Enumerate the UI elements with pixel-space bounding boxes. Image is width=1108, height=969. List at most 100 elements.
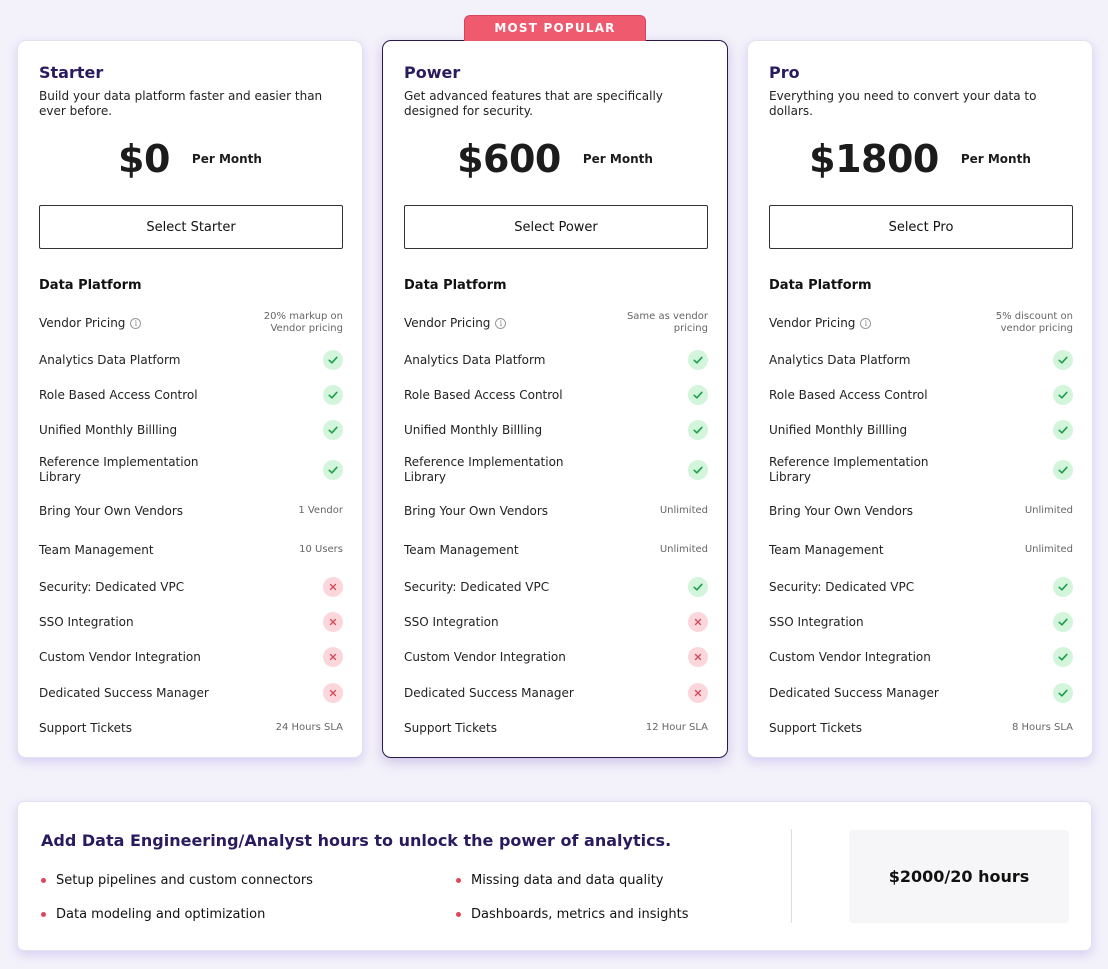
feature-value: 24 Hours SLA [275, 722, 343, 733]
feature-label: Analytics Data Platform [769, 352, 911, 367]
feature-label: Custom Vendor Integration [404, 649, 566, 664]
feature-label: Dedicated Success Manager [769, 685, 939, 700]
feature-label: Vendor Pricing [39, 315, 126, 330]
feature-value: 5% discount on vendor pricing [995, 311, 1073, 334]
feature-label: Bring Your Own Vendors [39, 503, 184, 518]
feature-row: Support Tickets 8 Hours SLA [769, 717, 1073, 739]
check-icon [688, 420, 708, 440]
feature-label-wrap: SSO Integration [769, 615, 944, 630]
check-icon [1053, 683, 1073, 703]
feature-row: Analytics Data Platform [39, 349, 343, 371]
bullet-dot-icon [456, 878, 461, 883]
plan-description: Get advanced features that are specifica… [404, 89, 663, 118]
feature-label-wrap: Bring Your Own Vendors [404, 504, 579, 519]
feature-row: Team Management Unlimited [769, 539, 1073, 561]
section-title: Data Platform [39, 278, 142, 293]
select-plan-button[interactable]: Select Power [404, 205, 708, 249]
feature-row: Support Tickets 12 Hour SLA [404, 717, 708, 739]
feature-label-wrap: Security: Dedicated VPC [769, 580, 944, 595]
check-icon [1053, 647, 1073, 667]
feature-label-wrap: Role Based Access Control [769, 388, 944, 403]
addon-price: $2000/20 hours [849, 830, 1069, 923]
feature-row: Analytics Data Platform [769, 349, 1073, 371]
feature-label: Team Management [404, 542, 519, 557]
plan-price: $1800 [809, 137, 939, 181]
feature-label: Analytics Data Platform [39, 352, 181, 367]
info-icon[interactable]: i [130, 317, 142, 329]
feature-value: Unlimited [1024, 544, 1073, 555]
feature-label-wrap: Reference Implementation Library [769, 455, 944, 485]
feature-label: Role Based Access Control [39, 387, 198, 402]
feature-value: Unlimited [1024, 505, 1073, 516]
feature-row: Vendor Pricing i 5% discount on vendor pr… [769, 311, 1073, 334]
check-icon [323, 420, 343, 440]
feature-row: Unified Monthly Billling [39, 419, 343, 441]
feature-row: Reference Implementation Library [769, 455, 1073, 484]
addon-bullet-text: Setup pipelines and custom connectors [56, 873, 313, 888]
plan-description: Everything you need to convert your data… [769, 89, 1037, 118]
cross-icon [323, 683, 343, 703]
addon-bullet: Missing data and data quality [456, 873, 664, 888]
info-icon[interactable]: i [495, 317, 507, 329]
feature-label: Dedicated Success Manager [39, 685, 209, 700]
feature-label-wrap: Dedicated Success Manager [404, 686, 579, 701]
check-icon [1053, 577, 1073, 597]
feature-row: Bring Your Own Vendors Unlimited [769, 500, 1073, 522]
bullet-dot-icon [41, 912, 46, 917]
feature-label: Dedicated Success Manager [404, 685, 574, 700]
feature-label-wrap: Reference Implementation Library [39, 455, 214, 485]
cross-icon [688, 647, 708, 667]
feature-label: Custom Vendor Integration [39, 649, 201, 664]
feature-label: Security: Dedicated VPC [404, 579, 550, 594]
feature-value: Unlimited [659, 505, 708, 516]
feature-label-wrap: Team Management [39, 543, 214, 558]
feature-label-wrap: Bring Your Own Vendors [39, 504, 214, 519]
price-row: $0 Per Month [18, 137, 362, 181]
check-icon [323, 460, 343, 480]
cross-icon [323, 577, 343, 597]
feature-label-wrap: Custom Vendor Integration [404, 650, 579, 665]
feature-row: Dedicated Success Manager [39, 682, 343, 704]
feature-label: Analytics Data Platform [404, 352, 546, 367]
feature-label-wrap: Team Management [769, 543, 944, 558]
feature-label: Team Management [769, 542, 884, 557]
select-plan-button[interactable]: Select Pro [769, 205, 1073, 249]
feature-row: Security: Dedicated VPC [39, 576, 343, 598]
feature-row: Role Based Access Control [39, 384, 343, 406]
feature-label: Security: Dedicated VPC [39, 579, 185, 594]
feature-label-wrap: Custom Vendor Integration [769, 650, 944, 665]
feature-label: Vendor Pricing [769, 315, 856, 330]
check-icon [1053, 420, 1073, 440]
feature-row: Role Based Access Control [404, 384, 708, 406]
addon-bullet-text: Data modeling and optimization [56, 907, 266, 922]
feature-label: Bring Your Own Vendors [404, 503, 549, 518]
feature-label-wrap: Dedicated Success Manager [769, 686, 944, 701]
cross-icon [688, 612, 708, 632]
feature-row: Custom Vendor Integration [39, 646, 343, 668]
addon-divider [791, 829, 792, 923]
info-icon[interactable]: i [860, 317, 872, 329]
feature-label: Role Based Access Control [769, 387, 928, 402]
price-row: $600 Per Month [383, 137, 727, 181]
feature-row: Role Based Access Control [769, 384, 1073, 406]
plan-price: $0 [118, 137, 170, 181]
plan-name: Pro [769, 63, 800, 82]
pricing-card-starter: Starter Build your data platform faster a… [17, 40, 363, 758]
addon-bullet-text: Dashboards, metrics and insights [471, 907, 689, 922]
feature-label: Support Tickets [39, 720, 133, 735]
feature-label: Unified Monthly Billling [39, 422, 178, 437]
section-title: Data Platform [769, 278, 872, 293]
feature-row: Team Management 10 Users [39, 539, 343, 561]
feature-label: Support Tickets [769, 720, 863, 735]
select-plan-button[interactable]: Select Starter [39, 205, 343, 249]
plan-price: $600 [457, 137, 561, 181]
addon-bullet: Dashboards, metrics and insights [456, 907, 689, 922]
check-icon [688, 350, 708, 370]
feature-row: Vendor Pricing i 20% markup on Vendor pri… [39, 311, 343, 334]
feature-label-wrap: Reference Implementation Library [404, 455, 579, 485]
check-icon [688, 460, 708, 480]
feature-label-wrap: Security: Dedicated VPC [39, 580, 214, 595]
check-icon [688, 577, 708, 597]
feature-label: Reference Implementation Library [39, 455, 199, 484]
feature-label: Team Management [39, 542, 154, 557]
